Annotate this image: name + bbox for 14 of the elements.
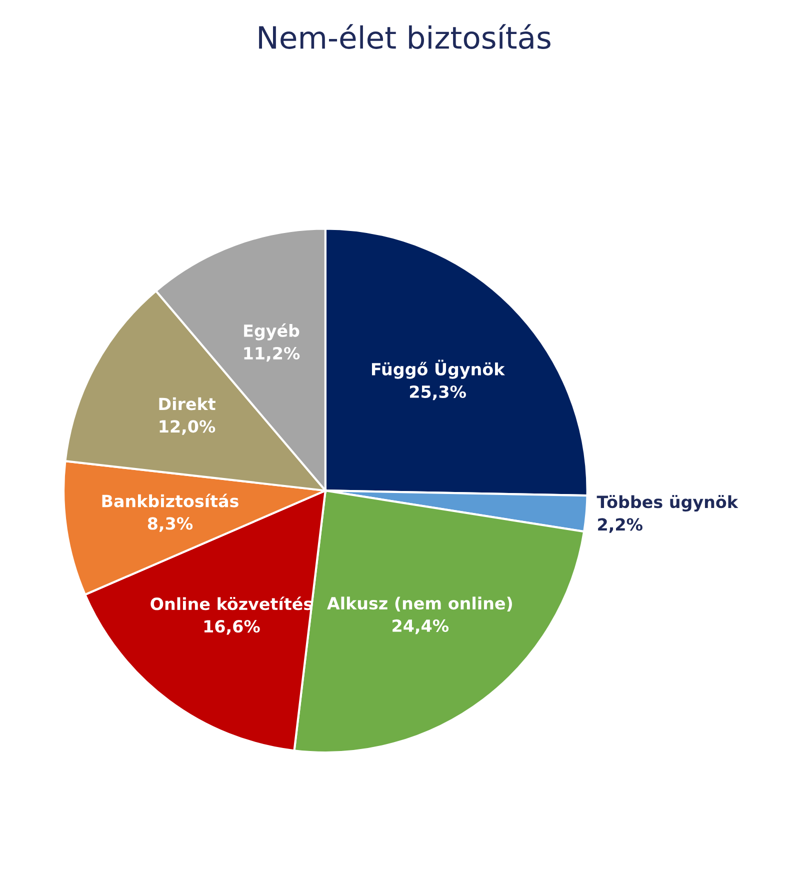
data-label: 11,2%: [244, 346, 300, 362]
slice-label: Bankbiztosítás: [102, 494, 238, 508]
slice-label: Egyéb: [244, 323, 300, 340]
chart-title: Nem-élet biztosítás: [259, 24, 550, 50]
slice-label: Direkt: [159, 397, 216, 410]
slice-label: Alkusz (nem online): [327, 596, 512, 612]
data-label: 12,0%: [160, 420, 216, 435]
data-label: 2,2%: [598, 518, 642, 533]
data-label: 16,6%: [204, 620, 260, 635]
slice-label: Többes ügynök: [596, 495, 738, 512]
data-label: 8,3%: [148, 517, 193, 532]
data-label: 25,3%: [410, 385, 466, 400]
data-label: 24,4%: [392, 619, 449, 634]
slice-label: Függő Ügynök: [372, 360, 506, 379]
